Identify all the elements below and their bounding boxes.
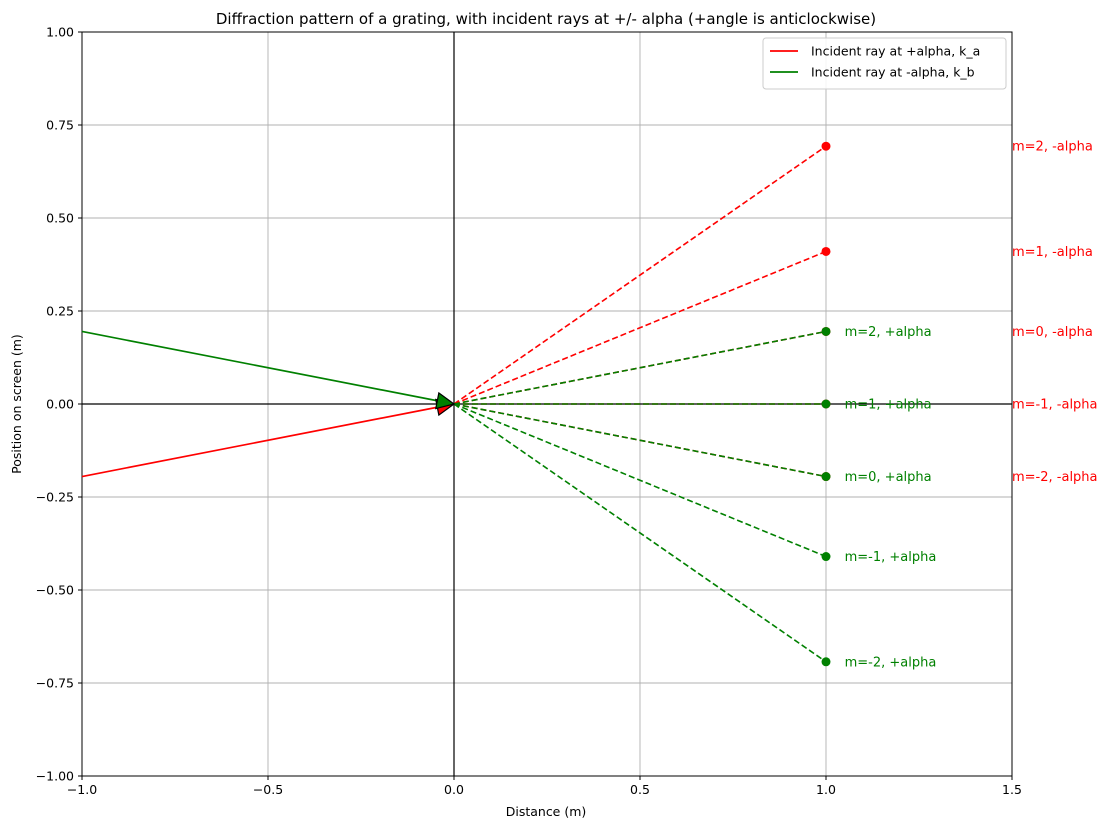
- green-screen-point: [821, 399, 831, 409]
- incident-ray-plus-alpha: [81, 403, 455, 478]
- y-axis-label: Position on screen (m): [9, 334, 24, 474]
- legend-box: [762, 37, 1007, 90]
- green-screen-point: [821, 552, 831, 562]
- y-tick-label: −1.00: [36, 769, 74, 784]
- green-order-label: m=2, +alpha: [845, 325, 932, 340]
- red-order-label: m=1, -alpha: [1012, 245, 1093, 260]
- y-tick-label: 0.00: [46, 397, 74, 412]
- red-order-label: m=-2, -alpha: [1012, 470, 1098, 485]
- x-axis-label: Distance (m): [506, 804, 587, 819]
- x-tick-label: 0.5: [630, 782, 650, 797]
- green-order-label: m=0, +alpha: [845, 470, 932, 485]
- y-tick-label: 0.75: [46, 118, 74, 133]
- green-screen-point: [821, 326, 831, 336]
- y-tick-label: −0.50: [36, 583, 74, 598]
- green-order-label: m=-1, +alpha: [845, 550, 937, 565]
- red-screen-point: [821, 246, 831, 256]
- legend-label: Incident ray at -alpha, k_b: [811, 65, 975, 80]
- green-screen-point: [821, 657, 831, 667]
- red-diffracted-ray: [453, 250, 827, 405]
- arrowhead-minus-alpha: [435, 391, 456, 410]
- y-tick-label: −0.75: [36, 676, 74, 691]
- legend: Incident ray at +alpha, k_a Incident ray …: [762, 37, 1007, 90]
- green-diffracted-ray: [453, 403, 827, 478]
- green-order-label: m=1, +alpha: [845, 398, 932, 413]
- green-diffracted-ray: [453, 330, 827, 405]
- red-screen-point: [821, 141, 831, 151]
- green-order-label: m=-2, +alpha: [845, 655, 937, 670]
- green-diffracted-ray: [453, 403, 827, 558]
- incident-ray-minus-alpha: [81, 330, 455, 405]
- x-tick-label: −0.5: [253, 782, 283, 797]
- x-tick-label: 1.5: [1002, 782, 1022, 797]
- y-tick-label: 1.00: [46, 25, 74, 40]
- y-tick-label: 0.50: [46, 211, 74, 226]
- red-order-label: m=-1, -alpha: [1012, 398, 1098, 413]
- chart-title: Diffraction pattern of a grating, with i…: [216, 10, 876, 28]
- red-diffracted-ray: [453, 145, 827, 405]
- red-order-label: m=0, -alpha: [1012, 325, 1093, 340]
- legend-label: Incident ray at +alpha, k_a: [811, 44, 980, 59]
- x-tick-label: −1.0: [67, 782, 97, 797]
- plot-area: [81, 32, 1012, 776]
- annotations: m=2, -alpha m=1, -alpha m=0, -alpha m=-1, -…: [845, 140, 1098, 671]
- x-tick-label: 1.0: [816, 782, 836, 797]
- x-tick-label: 0.0: [444, 782, 464, 797]
- red-order-label: m=2, -alpha: [1012, 140, 1093, 155]
- y-tick-label: 0.25: [46, 304, 74, 319]
- green-diffracted-ray: [453, 403, 827, 663]
- green-screen-point: [821, 472, 831, 482]
- y-tick-label: −0.25: [36, 490, 74, 505]
